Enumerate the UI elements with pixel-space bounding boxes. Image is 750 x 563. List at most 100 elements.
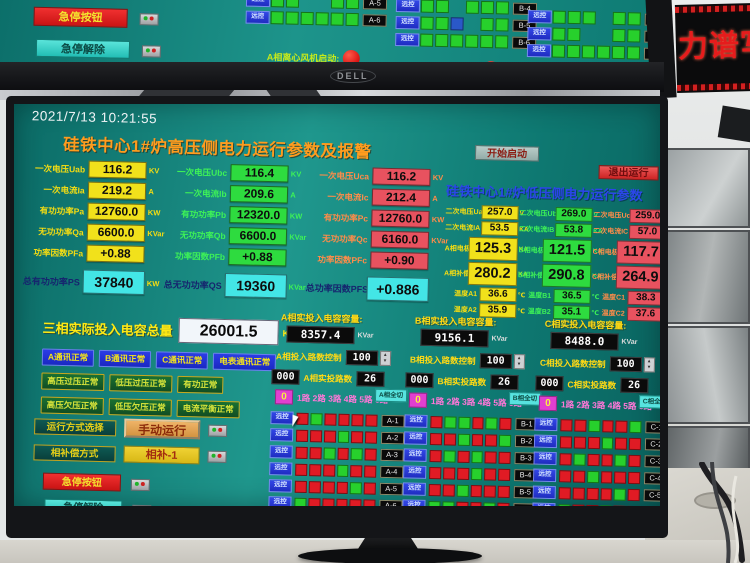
remote-control-button[interactable]: 远控 bbox=[268, 496, 292, 506]
bank-row-label: A-1 bbox=[381, 414, 405, 427]
remote-control-button[interactable]: 远控 bbox=[269, 445, 294, 459]
cap-bank-cell bbox=[270, 0, 285, 8]
cap-capacity-row: 9156.1 KVar bbox=[420, 328, 540, 349]
cap-bank-cell bbox=[322, 480, 335, 494]
cap-bank-cell bbox=[270, 11, 284, 25]
bank-row-label: C-3 bbox=[644, 454, 660, 468]
cap-bank-cell bbox=[612, 28, 626, 43]
cap-bank-cell bbox=[301, 0, 314, 8]
remote-control-button[interactable]: 远控 bbox=[527, 26, 552, 41]
indicator-icon bbox=[141, 45, 162, 58]
cap-bank-cell bbox=[551, 44, 566, 58]
remote-control-button[interactable]: 远控 bbox=[395, 15, 420, 30]
cap-capacity-label: A相实投入电容容量: bbox=[280, 312, 363, 325]
remote-control-button[interactable]: 远控 bbox=[270, 411, 295, 425]
cap-bank-cell bbox=[296, 429, 309, 442]
remote-control-button[interactable]: 远控 bbox=[532, 502, 556, 506]
counter-display: 000 bbox=[405, 372, 434, 389]
remote-control-button[interactable]: 远控 bbox=[395, 32, 420, 47]
cut-all-button[interactable]: C相全切 bbox=[638, 395, 660, 409]
start-button[interactable]: 开始启动 bbox=[474, 145, 540, 162]
param-unit: KW bbox=[289, 211, 303, 221]
cap-bank-cell bbox=[456, 484, 469, 497]
cap-bank-cell bbox=[600, 470, 613, 483]
param-value: 36.6 bbox=[478, 287, 517, 303]
param-value: +0.88 bbox=[85, 244, 146, 263]
cap-bank-cell bbox=[349, 481, 362, 494]
param-label: 功率因数PFa bbox=[33, 246, 84, 258]
cap-bank-cell bbox=[586, 487, 599, 500]
cap-bank-cell bbox=[323, 446, 336, 460]
hv-column: 一次电压Uab 116.2 KV 一次电流Ia 219.2 A 有功功率Pa 12760.0 K… bbox=[21, 157, 166, 297]
remote-control-button[interactable]: 远控 bbox=[245, 10, 270, 25]
cap-bank-cell bbox=[294, 497, 307, 506]
cap-bank-cell bbox=[627, 29, 641, 43]
cap-bank-cell bbox=[485, 416, 498, 430]
led-banner: 力谱写 bbox=[674, 2, 750, 94]
remote-control-button[interactable]: 远控 bbox=[533, 434, 558, 449]
remote-control-button[interactable]: 远控 bbox=[269, 428, 294, 442]
remote-control-button[interactable]: 远控 bbox=[403, 465, 427, 479]
remote-control-button[interactable]: 远控 bbox=[532, 485, 557, 500]
route-control-value[interactable]: 100 bbox=[345, 349, 378, 366]
cap-bank-cell bbox=[337, 413, 350, 426]
estop-button[interactable]: 急停按钮 bbox=[33, 6, 128, 28]
cap-bank-cell bbox=[324, 412, 337, 426]
remote-control-button[interactable]: 远控 bbox=[395, 0, 421, 13]
stepper-icon[interactable]: ▲ ▼ bbox=[643, 357, 655, 373]
monitor-stand-base bbox=[298, 548, 482, 563]
cap-bank-cell bbox=[597, 29, 610, 42]
cap-bank-cell bbox=[308, 480, 321, 493]
remote-control-button[interactable]: 远控 bbox=[245, 0, 271, 8]
param-label: 二次电压Uab bbox=[445, 208, 482, 217]
hv-column: 一次电压Uca 116.2 KV 一次电流Ic 212.4 A 有功功率Pc 12760.0 K… bbox=[305, 164, 450, 304]
remote-control-button[interactable]: 远控 bbox=[402, 482, 427, 496]
remote-control-button[interactable]: 远控 bbox=[527, 9, 552, 24]
lv-panel-title: 硅铁中心1#炉低压侧电力运行参数 bbox=[445, 183, 643, 204]
remote-control-button[interactable]: 远控 bbox=[534, 417, 558, 432]
stepper-icon[interactable]: ▲ ▼ bbox=[513, 354, 525, 370]
remote-control-button[interactable]: 远控 bbox=[402, 499, 426, 506]
cap-bank-cell bbox=[309, 446, 322, 459]
param-unit: KVar bbox=[147, 229, 165, 239]
remote-control-button[interactable]: 远控 bbox=[533, 451, 558, 466]
bank-row-label: A-4 bbox=[379, 465, 404, 478]
param-label: 一次电流Ia bbox=[43, 184, 85, 196]
cap-bank-cell bbox=[484, 450, 497, 464]
param-label: A相电极电流 bbox=[444, 244, 469, 253]
remote-control-button[interactable]: 远控 bbox=[268, 479, 293, 493]
remote-control-button[interactable]: 远控 bbox=[526, 43, 552, 58]
cap-bank-cell bbox=[349, 498, 362, 506]
bank-row-label: C-4 bbox=[643, 471, 660, 485]
cctv-feed bbox=[664, 148, 750, 228]
route-control-value[interactable]: 100 bbox=[479, 353, 512, 369]
cap-bank-cell bbox=[560, 435, 573, 448]
param-unit: A bbox=[290, 190, 296, 200]
remote-control-button[interactable]: 远控 bbox=[403, 448, 428, 462]
exit-run-button[interactable]: 退出运行 bbox=[598, 165, 659, 181]
stepper-icon[interactable]: ▲ ▼ bbox=[379, 350, 391, 367]
cap-bank-cell bbox=[498, 434, 511, 447]
cap-bank-cell bbox=[316, 0, 329, 8]
cap-bank-cell bbox=[599, 504, 612, 506]
cap-bank-cell bbox=[470, 467, 483, 480]
estop-release-button[interactable]: 急停解除 bbox=[35, 38, 131, 59]
remote-control-button[interactable]: 远控 bbox=[404, 414, 428, 428]
param-label: C相电极电流 bbox=[592, 248, 617, 257]
route-digit-display: 0 bbox=[538, 395, 558, 412]
param-value: 6160.0 bbox=[370, 230, 430, 249]
cap-bank-cell bbox=[498, 451, 511, 464]
cap-bank-cell bbox=[471, 433, 484, 446]
cut-all-button[interactable]: A相全切 bbox=[374, 388, 408, 403]
hmi-screen: 2021/7/13 10:21:55 硅铁中心1#炉高压侧电力运行参数及报警 一… bbox=[14, 104, 660, 506]
remote-control-button[interactable]: 远控 bbox=[403, 431, 428, 445]
route-control-value[interactable]: 100 bbox=[609, 356, 642, 373]
cap-bank-cell bbox=[495, 18, 509, 32]
remote-control-button[interactable]: 远控 bbox=[533, 468, 557, 483]
cap-bank-cell bbox=[337, 447, 350, 460]
cap-bank-cell bbox=[310, 429, 323, 442]
remote-control-button[interactable]: 远控 bbox=[269, 462, 293, 476]
cap-bank-cell bbox=[495, 1, 510, 15]
actual-routes-label: C相实投路数 bbox=[567, 378, 617, 391]
